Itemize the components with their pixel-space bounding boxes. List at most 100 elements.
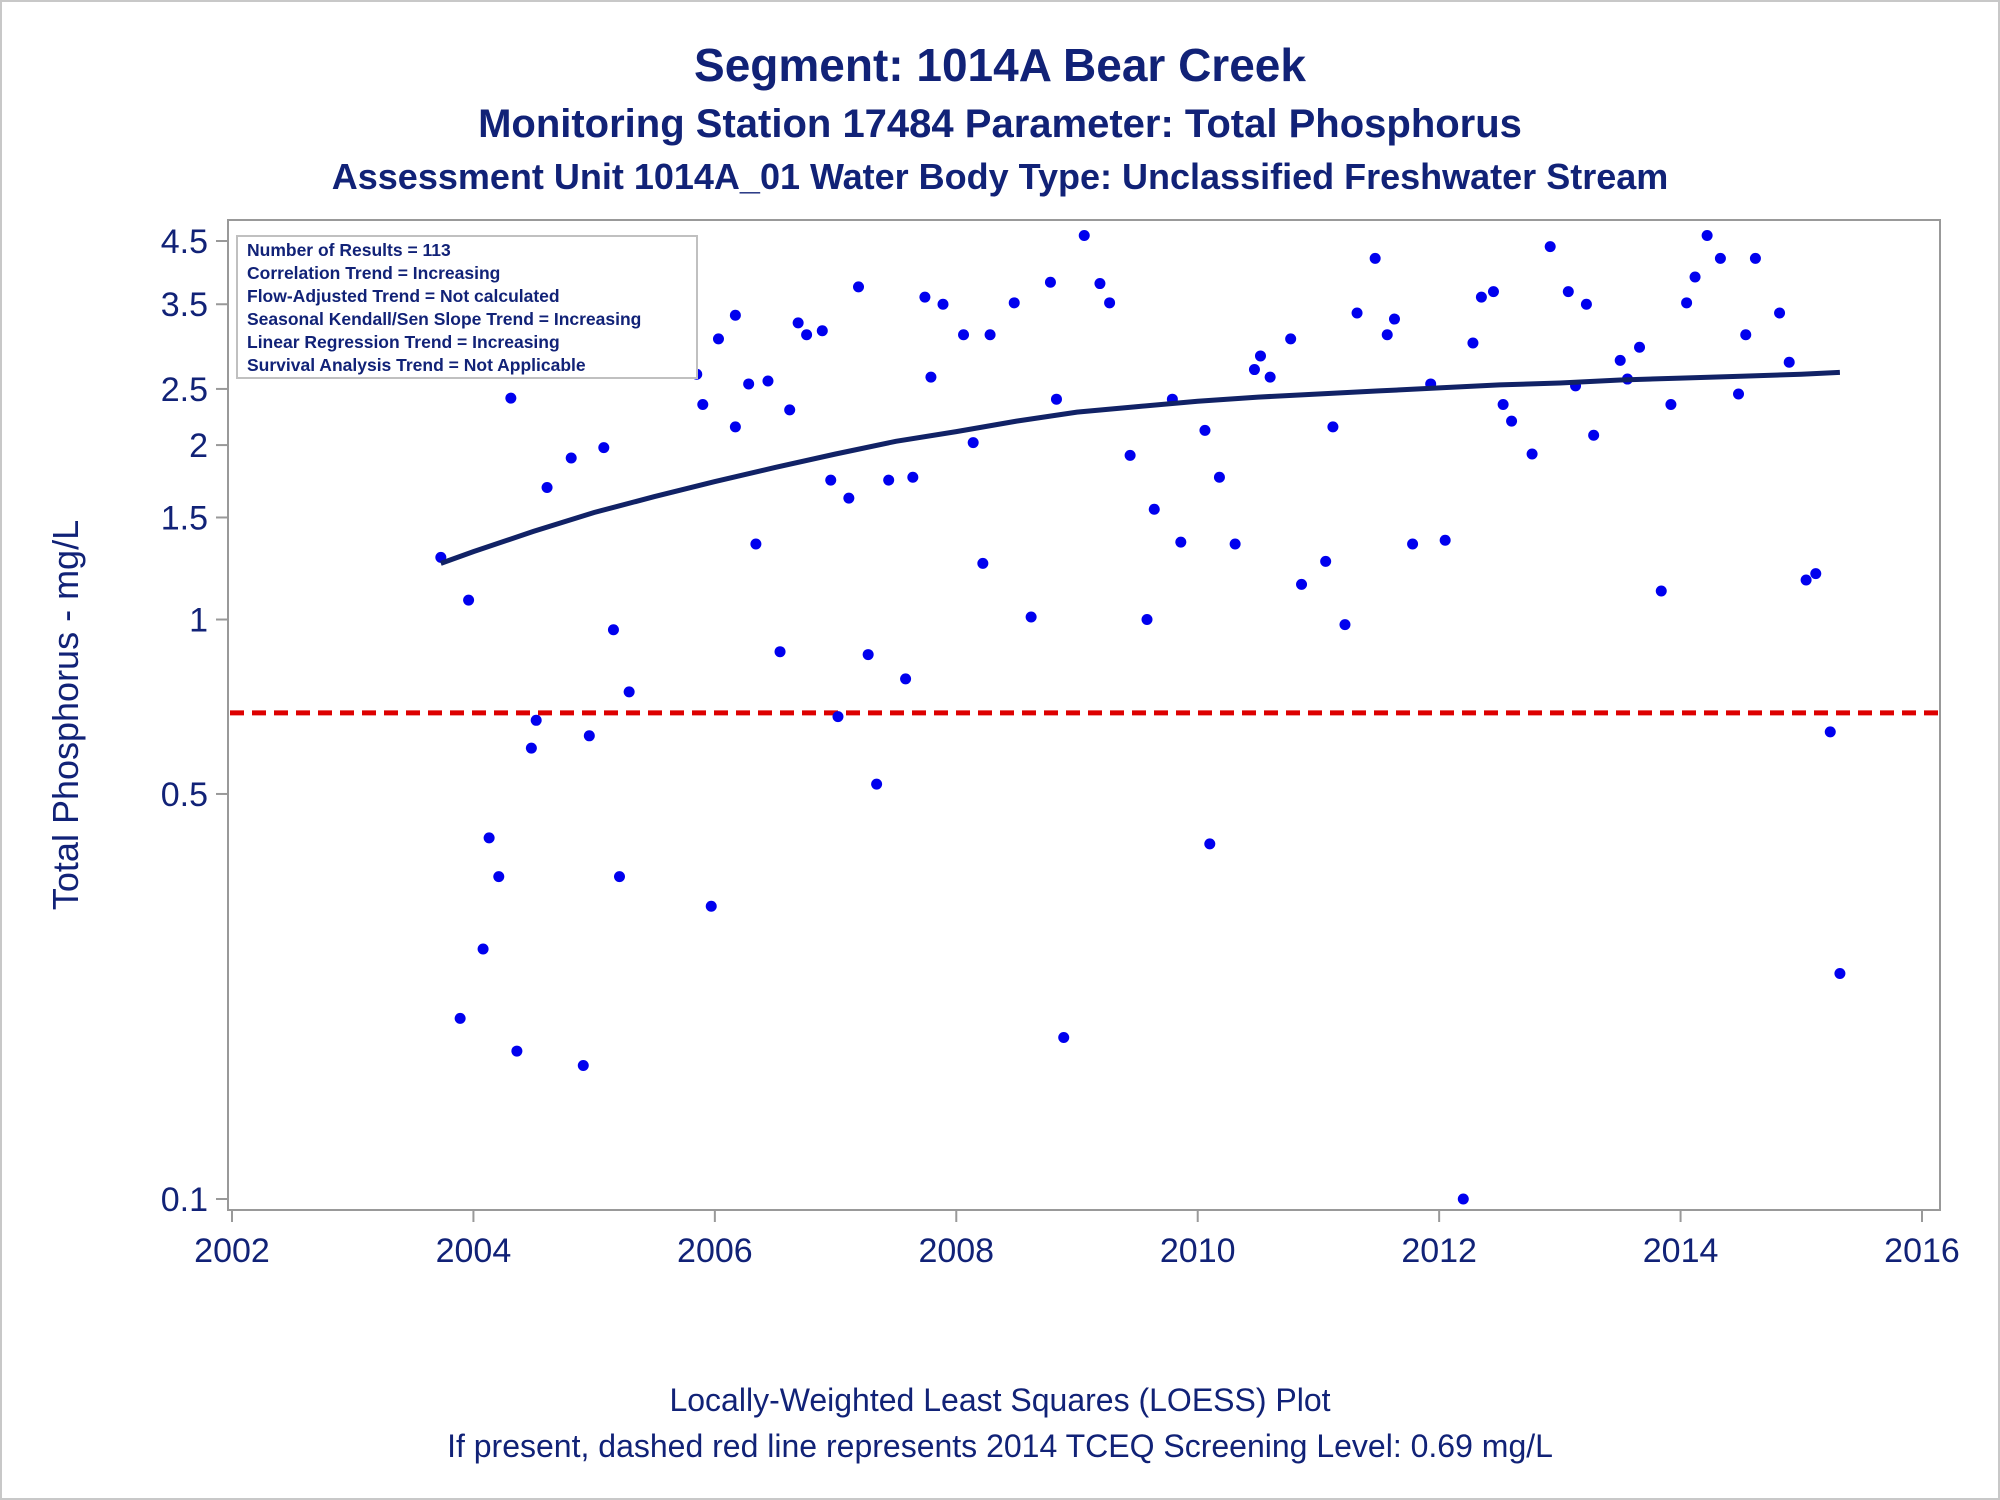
data-point [1689,271,1701,283]
data-point [1681,297,1693,309]
data-point [1810,568,1822,580]
data-point [801,329,813,341]
data-point [729,309,741,321]
data-point [900,673,912,685]
data-point [463,594,475,606]
data-point [1296,578,1308,590]
data-point [1634,341,1646,353]
y-tick-label: 1.5 [161,499,208,537]
data-point [853,281,865,293]
data-point [1733,388,1745,400]
data-point [697,398,709,410]
data-point [505,392,517,404]
chart-subtitle-station: Monitoring Station 17484 Parameter: Tota… [478,102,1522,146]
data-point [1714,252,1726,264]
data-point [792,317,804,329]
data-point [1562,286,1574,298]
data-point [1467,337,1479,349]
data-point [967,437,979,449]
data-point [623,686,635,698]
data-point [1213,471,1225,483]
inset-line: Correlation Trend = Increasing [247,263,500,283]
data-point [883,474,895,486]
x-tick-label: 2008 [918,1232,994,1270]
x-tick-label: 2004 [436,1232,512,1270]
data-point [1439,534,1451,546]
data-point [862,649,874,661]
inset-line: Survival Analysis Trend = Not Applicable [247,355,586,375]
data-point [1497,398,1509,410]
y-axis-label: Total Phosphorus - mg/L [45,520,86,910]
x-tick-label: 2014 [1643,1232,1719,1270]
data-point [705,900,717,912]
data-point [1094,278,1106,290]
data-point [712,333,724,345]
data-point [1655,585,1667,597]
data-point [1783,356,1795,368]
data-point [1544,241,1556,253]
data-point [1580,298,1592,310]
data-point [774,646,786,658]
data-point [607,624,619,636]
x-tick-label: 2006 [677,1232,753,1270]
data-point [1248,364,1260,376]
data-point [1339,619,1351,631]
data-point [1050,393,1062,405]
data-point [1044,276,1056,288]
data-point [1148,503,1160,515]
y-tick-label: 2.5 [161,371,208,409]
data-point [1025,611,1037,623]
data-point [1834,967,1846,979]
data-point [525,742,537,754]
data-point [832,711,844,723]
y-tick-label: 0.5 [161,776,208,814]
data-point [984,329,996,341]
data-point [1175,536,1187,548]
data-point [577,1059,589,1071]
data-point [843,492,855,504]
data-points [435,229,1846,1205]
data-point [1475,291,1487,303]
data-point [477,943,489,955]
data-point [958,329,970,341]
axis-ticks: 2002 2004 2006 2008 2010 2012 2014 2016 0.1 0.5 1 1… [161,223,1960,1270]
data-point [1526,448,1538,460]
chart-title: Segment: 1014A Bear Creek [694,39,1306,91]
data-point [541,481,553,493]
data-point [1141,614,1153,626]
data-point [1104,297,1116,309]
x-tick-label: 2016 [1884,1232,1960,1270]
data-point [1588,429,1600,441]
data-point [1264,371,1276,383]
data-point [1800,574,1812,586]
data-point [1487,286,1499,298]
data-point [1058,1031,1070,1043]
data-point [454,1012,466,1024]
data-point [511,1045,523,1057]
y-tick-label: 4.5 [161,223,208,261]
data-point [1701,229,1713,241]
plot-area [227,219,1941,1211]
y-tick-label: 1 [189,602,208,640]
data-point [977,557,989,569]
data-point [565,452,577,464]
data-point [1506,415,1518,427]
data-point [1614,354,1626,366]
data-point [1204,838,1216,850]
data-point [483,832,495,844]
data-point [937,298,949,310]
inset-line: Number of Results = 113 [247,240,451,260]
data-point [750,538,762,550]
data-point [1229,538,1241,550]
data-point [1388,313,1400,325]
data-point [1327,421,1339,433]
x-tick-label: 2002 [194,1232,270,1270]
data-point [1740,329,1752,341]
data-point [784,404,796,416]
data-point [925,371,937,383]
x-tick-label: 2010 [1160,1232,1236,1270]
inset-box [236,235,698,379]
data-point [825,474,837,486]
data-point [1774,307,1786,319]
